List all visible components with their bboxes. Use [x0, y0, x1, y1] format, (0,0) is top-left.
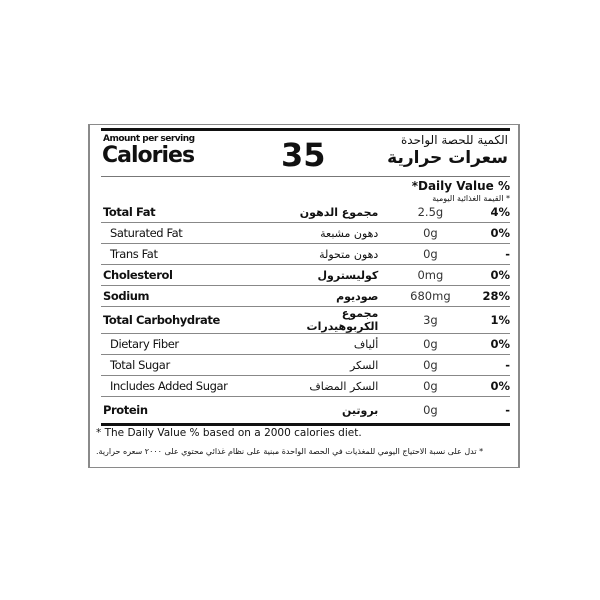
nutrient-daily-value: 28%	[482, 285, 510, 307]
nutrient-amount: 3g	[378, 306, 483, 334]
nutrient-amount: 680mg	[378, 285, 483, 307]
nutrient-name: Includes Added Sugar	[101, 375, 279, 397]
nutrient-amount: 0g	[423, 403, 438, 417]
bottom-divider	[101, 423, 510, 426]
nutrient-name: Total Sugar	[101, 354, 279, 376]
nutrient-name-arabic: بروتين	[341, 403, 379, 417]
nutrient-name: Trans Fat	[101, 243, 279, 265]
nutrient-name-arabic: دهون مشبعة	[278, 222, 379, 244]
table-row: Protein بروتين 0g -	[101, 397, 510, 424]
arabic-calories: سعرات حرارية	[387, 148, 508, 168]
footnote-english: * The Daily Value % based on a 2000 calo…	[96, 427, 362, 439]
daily-value-label: *Daily Value %	[411, 179, 510, 193]
daily-value-header: *Daily Value % * القيمة الغذائية اليومية	[101, 177, 510, 203]
nutrient-name: Cholesterol	[101, 264, 279, 286]
nutrient-amount: 2.5g	[378, 202, 483, 223]
footnote: * The Daily Value % based on a 2000 calo…	[96, 423, 512, 456]
nutrient-name: Saturated Fat	[101, 222, 279, 244]
nutrient-amount: 0g	[378, 375, 483, 397]
nutrient-name-arabic: السكر	[278, 354, 379, 376]
nutrient-daily-value: -	[505, 403, 510, 417]
nutrient-name-arabic: ألياف	[278, 333, 379, 355]
nutrient-daily-value: 0%	[482, 375, 510, 397]
nutrient-daily-value: 0%	[482, 264, 510, 286]
calories-value: 35	[281, 136, 326, 174]
nutrient-name-arabic: كوليسترول	[278, 264, 379, 286]
nutrient-amount: 0g	[378, 222, 483, 244]
nutrient-name: Dietary Fiber	[101, 333, 279, 355]
table-row: Sodium صوديوم 680mg 28%	[101, 285, 510, 307]
table-row: Total Sugar السكر 0g -	[101, 354, 510, 376]
table-row: Total Carbohydrate مجموع الكربوهيدرات 3g 1%	[101, 306, 510, 334]
arabic-amount-per-serving: الكمية للحصة الواحدة	[401, 133, 508, 147]
nutrient-daily-value: -	[482, 243, 510, 265]
nutrient-daily-value: 4%	[482, 202, 510, 223]
nutrient-name: Protein	[103, 403, 148, 417]
table-row: Trans Fat دهون متحولة 0g -	[101, 243, 510, 265]
nutrient-daily-value: 1%	[482, 306, 510, 334]
nutrition-facts-panel: Amount per serving Calories 35 الكمية لل…	[88, 124, 520, 468]
nutrient-name-arabic: مجموع الدهون	[278, 202, 379, 223]
table-row: Total Fat مجموع الدهون 2.5g 4%	[101, 202, 510, 223]
nutrient-name-arabic: مجموع الكربوهيدرات	[278, 306, 379, 334]
table-row: Includes Added Sugar السكر المضاف 0g 0%	[101, 375, 510, 397]
nutrient-amount: 0g	[378, 354, 483, 376]
nutrient-amount: 0g	[378, 333, 483, 355]
nutrient-name: Total Carbohydrate	[101, 306, 279, 334]
nutrient-daily-value: 0%	[482, 333, 510, 355]
nutrient-name: Sodium	[101, 285, 279, 307]
calories-label: Calories	[102, 143, 195, 168]
nutrient-name: Total Fat	[101, 202, 279, 223]
table-row: Cholesterol كوليسترول 0mg 0%	[101, 264, 510, 286]
nutrient-amount: 0mg	[378, 264, 483, 286]
calories-section: Amount per serving Calories 35 الكمية لل…	[101, 131, 510, 177]
nutrient-daily-value: -	[482, 354, 510, 376]
nutrient-name-arabic: صوديوم	[278, 285, 379, 307]
footnote-arabic: * تدل على نسبة الاحتياج اليومي للمغذيات …	[96, 447, 484, 456]
daily-value-arabic: * القيمة الغذائية اليومية	[432, 194, 510, 203]
nutrient-name-arabic: السكر المضاف	[278, 375, 379, 397]
amount-per-serving: Amount per serving	[103, 134, 195, 144]
table-row: Dietary Fiber ألياف 0g 0%	[101, 333, 510, 355]
nutrient-daily-value: 0%	[482, 222, 510, 244]
table-row: Saturated Fat دهون مشبعة 0g 0%	[101, 222, 510, 244]
nutrient-amount: 0g	[378, 243, 483, 265]
top-divider	[101, 128, 510, 131]
nutrient-name-arabic: دهون متحولة	[278, 243, 379, 265]
nutrient-table: Total Fat مجموع الدهون 2.5g 4% Saturated Fat…	[101, 202, 510, 423]
